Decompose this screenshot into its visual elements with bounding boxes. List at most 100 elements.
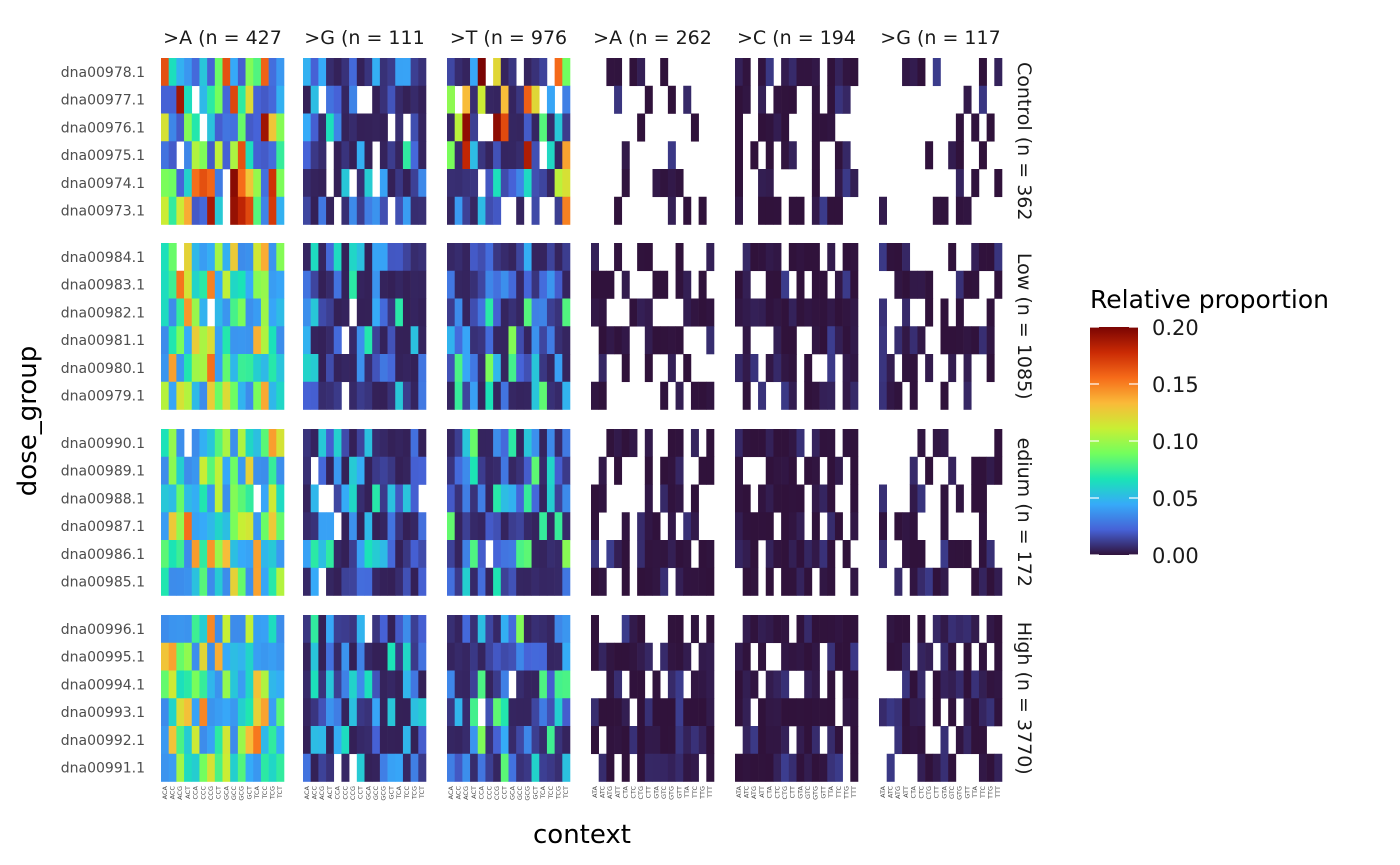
heatmap-cell: [706, 642, 715, 671]
heatmap-cell: [637, 512, 646, 541]
heatmap-cell: [879, 698, 887, 727]
heatmap-cell: [508, 243, 517, 272]
heatmap-cell: [554, 456, 563, 485]
heatmap-cell: [184, 753, 193, 782]
panel-0-4: [735, 58, 859, 225]
heatmap-cell: [222, 670, 231, 699]
heatmap-cell: [850, 243, 859, 272]
heatmap-cell: [395, 141, 404, 170]
heatmap-cell: [303, 429, 311, 458]
heatmap-cell: [410, 85, 419, 114]
heatmap-cell: [493, 642, 502, 671]
heatmap-cell: [637, 698, 646, 727]
heatmap-cell: [276, 270, 285, 299]
heatmap-cell: [214, 85, 223, 114]
heatmap-cell: [539, 381, 548, 410]
heatmap-cell: [765, 670, 774, 699]
heatmap-cell: [591, 484, 599, 513]
heatmap-cell: [614, 642, 623, 671]
heatmap-cell: [963, 726, 972, 755]
heatmap-cell: [230, 670, 239, 699]
heatmap-cell: [303, 484, 311, 513]
heatmap-cell: [796, 540, 805, 569]
heatmap-cell: [963, 615, 972, 644]
heatmap-cell: [260, 670, 269, 699]
heatmap-cell: [917, 429, 926, 458]
heatmap-cell: [379, 512, 388, 541]
heatmap-cell: [418, 381, 427, 410]
heatmap-cell: [260, 540, 269, 569]
heatmap-cell: [462, 169, 471, 198]
heatmap-cell: [683, 270, 692, 299]
heatmap-cell: [781, 85, 790, 114]
heatmap-cell: [372, 298, 381, 327]
heatmap-cell: [598, 456, 607, 485]
heatmap-cell: [372, 456, 381, 485]
heatmap-cell: [917, 270, 926, 299]
heatmap-cell: [531, 354, 540, 383]
heatmap-cell: [621, 726, 630, 755]
x-tick-label: TCC: [403, 786, 411, 800]
heatmap-cell: [614, 726, 623, 755]
heatmap-cell: [811, 753, 820, 782]
heatmap-cell: [493, 615, 502, 644]
heatmap-cell: [230, 381, 239, 410]
heatmap-cell: [310, 726, 319, 755]
heatmap-cell: [161, 512, 169, 541]
heatmap-cell: [508, 512, 517, 541]
heatmap-cell: [161, 753, 169, 782]
heatmap-cell: [765, 615, 774, 644]
heatmap-cell: [765, 484, 774, 513]
heatmap-cell: [462, 753, 471, 782]
heatmap-cell: [523, 642, 532, 671]
heatmap-cell: [191, 169, 200, 198]
heatmap-cell: [485, 456, 494, 485]
heatmap-cell: [410, 58, 419, 87]
heatmap-cell: [276, 85, 285, 114]
heatmap-cell: [971, 698, 980, 727]
heatmap-cell: [230, 540, 239, 569]
heatmap-cell: [199, 484, 208, 513]
heatmap-cell: [554, 243, 563, 272]
heatmap-cell: [948, 753, 957, 782]
heatmap-cell: [199, 512, 208, 541]
heatmap-cell: [168, 381, 177, 410]
heatmap-cell: [418, 615, 427, 644]
x-tick-label: CCC: [199, 786, 207, 800]
heatmap-cell: [454, 726, 463, 755]
heatmap-cell: [191, 381, 200, 410]
heatmap-cell: [948, 354, 957, 383]
heatmap-cell: [796, 726, 805, 755]
heatmap-cell: [698, 298, 707, 327]
heatmap-cell: [318, 243, 327, 272]
heatmap-cell: [462, 615, 471, 644]
heatmap-cell: [811, 169, 820, 198]
heatmap-cell: [260, 615, 269, 644]
heatmap-cell: [268, 381, 277, 410]
heatmap-cell: [742, 642, 751, 671]
heatmap-cell: [387, 243, 396, 272]
heatmap-cell: [531, 698, 540, 727]
heatmap-cell: [447, 567, 455, 596]
heatmap-cell: [410, 698, 419, 727]
heatmap-cell: [447, 429, 455, 458]
heatmap-cell: [788, 429, 797, 458]
heatmap-cell: [245, 456, 254, 485]
heatmap-cell: [765, 512, 774, 541]
heatmap-cell: [811, 726, 820, 755]
heatmap-cell: [629, 429, 638, 458]
heatmap-cell: [364, 58, 373, 87]
heatmap-cell: [598, 753, 607, 782]
heatmap-cell: [508, 381, 517, 410]
heatmap-cell: [176, 58, 185, 87]
heatmap-cell: [750, 567, 759, 596]
heatmap-cell: [894, 243, 903, 272]
heatmap-cell: [168, 512, 177, 541]
heatmap-cell: [276, 615, 285, 644]
heatmap-cell: [303, 670, 311, 699]
heatmap-cell: [827, 698, 836, 727]
heatmap-cell: [207, 381, 216, 410]
heatmap-cell: [260, 354, 269, 383]
heatmap-cell: [222, 512, 231, 541]
heatmap-cell: [986, 113, 995, 142]
